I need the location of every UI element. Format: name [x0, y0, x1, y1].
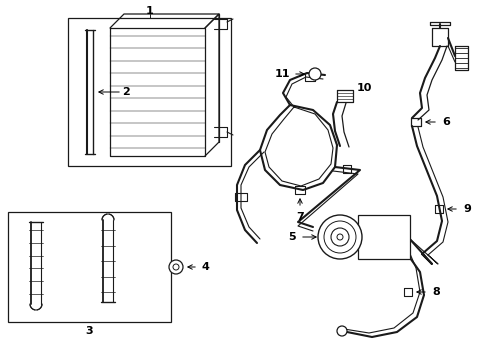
Text: 3: 3	[85, 326, 93, 336]
Circle shape	[308, 68, 320, 80]
Circle shape	[336, 234, 342, 240]
Text: 10: 10	[356, 83, 372, 93]
Bar	[357, 215, 409, 259]
Text: 1: 1	[145, 6, 153, 16]
Circle shape	[173, 264, 179, 270]
Text: 5: 5	[288, 232, 295, 242]
Circle shape	[336, 326, 346, 336]
Circle shape	[330, 228, 348, 246]
Text: 9: 9	[462, 204, 470, 214]
Bar	[8, 212, 171, 322]
Text: 7: 7	[296, 212, 303, 222]
Text: 11: 11	[274, 69, 289, 79]
Bar	[68, 18, 230, 166]
Circle shape	[317, 215, 361, 259]
Text: 4: 4	[202, 262, 209, 272]
Text: 2: 2	[122, 87, 130, 97]
Text: 8: 8	[431, 287, 439, 297]
Circle shape	[169, 260, 183, 274]
Circle shape	[324, 221, 355, 253]
Text: 6: 6	[441, 117, 449, 127]
